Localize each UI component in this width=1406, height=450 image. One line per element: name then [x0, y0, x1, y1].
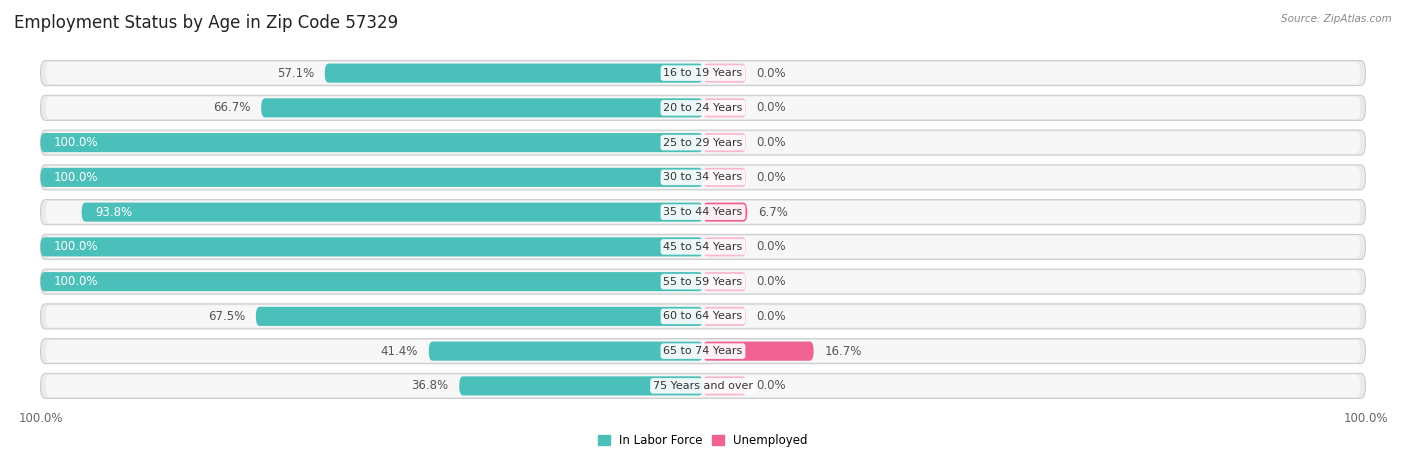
FancyBboxPatch shape [41, 338, 1365, 364]
FancyBboxPatch shape [41, 168, 703, 187]
Text: 55 to 59 Years: 55 to 59 Years [664, 277, 742, 287]
Text: 100.0%: 100.0% [53, 171, 98, 184]
FancyBboxPatch shape [41, 304, 1365, 329]
Text: Source: ZipAtlas.com: Source: ZipAtlas.com [1281, 14, 1392, 23]
Text: 93.8%: 93.8% [94, 206, 132, 219]
Text: 0.0%: 0.0% [756, 101, 786, 114]
FancyBboxPatch shape [429, 342, 703, 361]
FancyBboxPatch shape [703, 342, 814, 361]
FancyBboxPatch shape [46, 340, 1360, 362]
FancyBboxPatch shape [703, 307, 747, 326]
Text: 16.7%: 16.7% [824, 345, 862, 358]
Text: 0.0%: 0.0% [756, 171, 786, 184]
Text: 0.0%: 0.0% [756, 275, 786, 288]
FancyBboxPatch shape [41, 165, 1365, 190]
FancyBboxPatch shape [41, 61, 1365, 86]
FancyBboxPatch shape [46, 270, 1360, 293]
FancyBboxPatch shape [46, 62, 1360, 84]
Text: 60 to 64 Years: 60 to 64 Years [664, 311, 742, 321]
Text: 57.1%: 57.1% [277, 67, 314, 80]
Text: 45 to 54 Years: 45 to 54 Years [664, 242, 742, 252]
Text: 0.0%: 0.0% [756, 379, 786, 392]
FancyBboxPatch shape [703, 376, 747, 396]
FancyBboxPatch shape [41, 95, 1365, 121]
FancyBboxPatch shape [703, 272, 747, 291]
Text: 41.4%: 41.4% [381, 345, 418, 358]
FancyBboxPatch shape [46, 131, 1360, 154]
Legend: In Labor Force, Unemployed: In Labor Force, Unemployed [593, 429, 813, 450]
FancyBboxPatch shape [262, 98, 703, 117]
Text: 75 Years and over: 75 Years and over [652, 381, 754, 391]
FancyBboxPatch shape [46, 305, 1360, 328]
FancyBboxPatch shape [46, 201, 1360, 223]
Text: 66.7%: 66.7% [214, 101, 250, 114]
Text: 25 to 29 Years: 25 to 29 Years [664, 138, 742, 148]
FancyBboxPatch shape [41, 272, 703, 291]
Text: Employment Status by Age in Zip Code 57329: Employment Status by Age in Zip Code 573… [14, 14, 398, 32]
FancyBboxPatch shape [703, 63, 747, 83]
FancyBboxPatch shape [41, 237, 703, 256]
FancyBboxPatch shape [46, 375, 1360, 397]
Text: 35 to 44 Years: 35 to 44 Years [664, 207, 742, 217]
Text: 0.0%: 0.0% [756, 136, 786, 149]
FancyBboxPatch shape [460, 376, 703, 396]
FancyBboxPatch shape [41, 130, 1365, 155]
Text: 100.0%: 100.0% [53, 275, 98, 288]
FancyBboxPatch shape [41, 234, 1365, 259]
FancyBboxPatch shape [41, 374, 1365, 398]
FancyBboxPatch shape [41, 200, 1365, 225]
Text: 65 to 74 Years: 65 to 74 Years [664, 346, 742, 356]
FancyBboxPatch shape [703, 202, 748, 222]
FancyBboxPatch shape [325, 63, 703, 83]
Text: 36.8%: 36.8% [412, 379, 449, 392]
FancyBboxPatch shape [703, 98, 747, 117]
Text: 0.0%: 0.0% [756, 240, 786, 253]
Text: 0.0%: 0.0% [756, 310, 786, 323]
FancyBboxPatch shape [41, 269, 1365, 294]
FancyBboxPatch shape [703, 133, 747, 152]
FancyBboxPatch shape [82, 202, 703, 222]
Text: 0.0%: 0.0% [756, 67, 786, 80]
FancyBboxPatch shape [46, 236, 1360, 258]
FancyBboxPatch shape [41, 133, 703, 152]
FancyBboxPatch shape [46, 166, 1360, 189]
FancyBboxPatch shape [256, 307, 703, 326]
Text: 30 to 34 Years: 30 to 34 Years [664, 172, 742, 182]
FancyBboxPatch shape [703, 237, 747, 256]
FancyBboxPatch shape [703, 168, 747, 187]
Text: 100.0%: 100.0% [53, 240, 98, 253]
Text: 16 to 19 Years: 16 to 19 Years [664, 68, 742, 78]
Text: 6.7%: 6.7% [758, 206, 787, 219]
Text: 67.5%: 67.5% [208, 310, 245, 323]
Text: 20 to 24 Years: 20 to 24 Years [664, 103, 742, 113]
Text: 100.0%: 100.0% [53, 136, 98, 149]
FancyBboxPatch shape [46, 97, 1360, 119]
